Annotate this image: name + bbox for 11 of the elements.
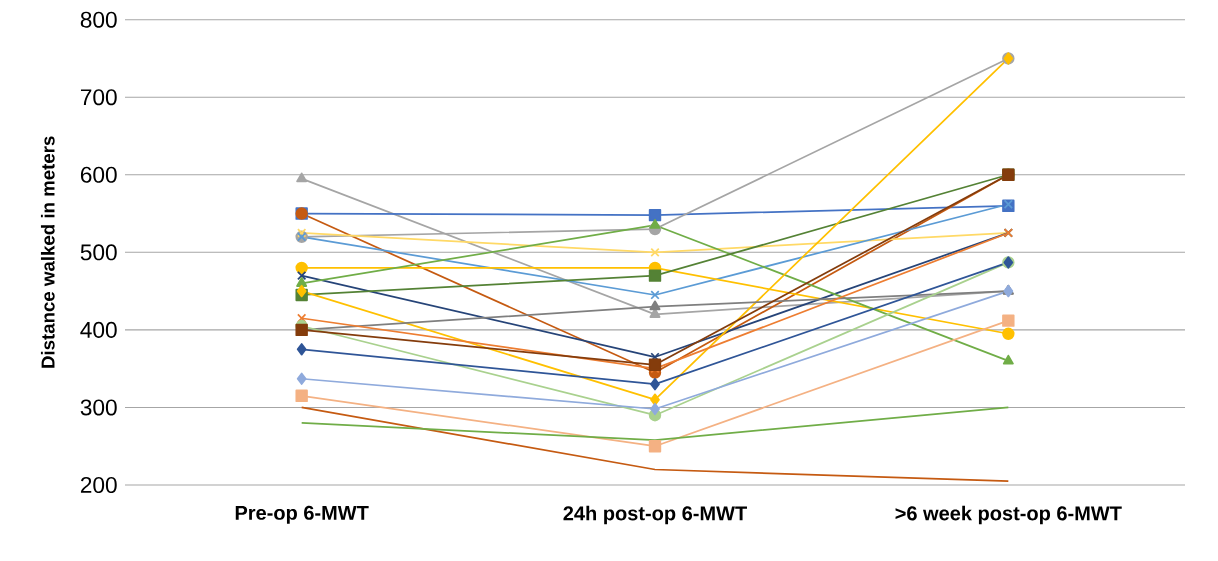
y-tick-label: 400 <box>80 321 117 338</box>
y-axis-title: Distance walked in meters <box>40 136 55 368</box>
y-tick-label: 200 <box>80 476 117 494</box>
y-tick-label: 600 <box>80 166 117 183</box>
x-tick-label: Pre-op 6-MWT <box>235 505 369 524</box>
y-tick-label: 300 <box>80 399 117 416</box>
y-tick-label: 500 <box>80 244 117 261</box>
y-tick-label: 700 <box>80 89 117 106</box>
y-tick-label: 800 <box>80 11 117 28</box>
x-tick-label: >6 week post-op 6-MWT <box>895 505 1122 525</box>
x-tick-label: 24h post-op 6-MWT <box>563 505 747 525</box>
